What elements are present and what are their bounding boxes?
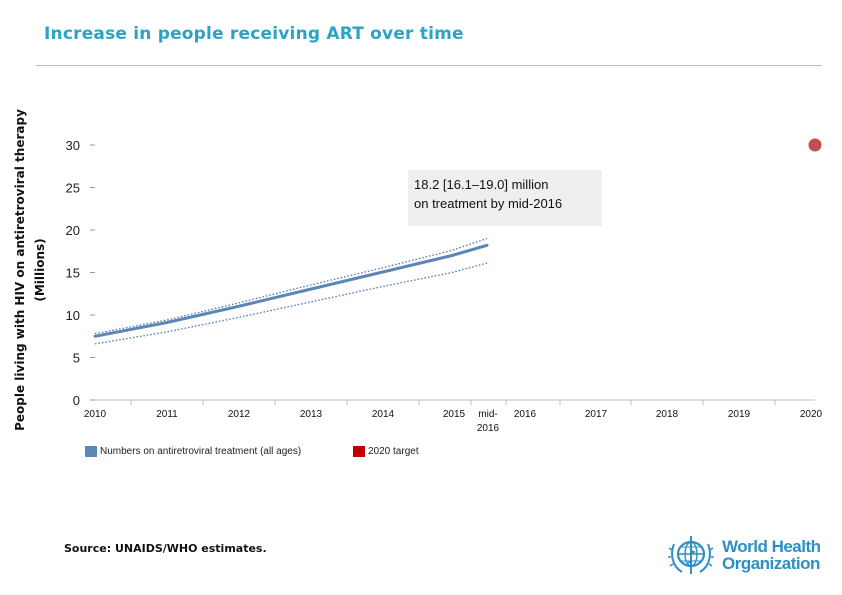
series-line-numbers-on-antiretroviral-treatment-all-ages xyxy=(93,243,489,338)
who-wordmark-line-2: Organization xyxy=(722,554,820,573)
x-tick-label-2019: 2019 xyxy=(728,409,751,420)
y-tick-label-30: 30 xyxy=(66,138,80,153)
x-tick-label-2015: 2015 xyxy=(443,409,466,420)
x-tick-label-2010: 2010 xyxy=(84,409,107,420)
x-tick-label-2013: 2013 xyxy=(300,409,323,420)
y-tick-label-20: 20 xyxy=(66,223,80,238)
x-tick-label-mid-2016: mid-2016 xyxy=(477,409,500,434)
legend-swatch-art xyxy=(85,446,97,457)
who-emblem-icon xyxy=(668,536,714,574)
chart-axes: 0 5 10 15 20 25 30 2010 2011 2012 2013 2014 2015 mid-… xyxy=(66,138,823,434)
x-tick-label-2016: 2016 xyxy=(514,409,537,420)
legend-swatch-target xyxy=(353,446,365,457)
who-wordmark-line-1: World Health xyxy=(722,537,821,556)
y-tick-label-0: 0 xyxy=(73,393,80,408)
legend-label-target: 2020 target xyxy=(368,446,419,457)
legend-item-target: 2020 target xyxy=(353,446,419,457)
annotation-background xyxy=(408,170,602,226)
legend-item-art: Numbers on antiretroviral treatment (all… xyxy=(85,446,301,457)
series-line-lower-bound xyxy=(94,262,488,345)
x-tick-label-2020: 2020 xyxy=(800,409,823,420)
y-tick-label-5: 5 xyxy=(73,351,80,366)
annotation-line-1: 18.2 [16.1–19.0] million xyxy=(414,177,548,192)
legend-label-art: Numbers on antiretroviral treatment (all… xyxy=(100,446,302,457)
y-tick-label-15: 15 xyxy=(66,266,80,281)
x-tick-label-2014: 2014 xyxy=(372,409,395,420)
source-note: Source: UNAIDS/WHO estimates. xyxy=(64,542,267,555)
who-wordmark: World Health Organization xyxy=(722,538,821,572)
y-tick-label-25: 25 xyxy=(66,181,80,196)
point-2020-target xyxy=(808,138,822,152)
page-title: Increase in people receiving ART over ti… xyxy=(44,24,464,44)
annotation-box: 18.2 [16.1–19.0] million on treatment by… xyxy=(408,170,602,226)
who-logo: World Health Organization xyxy=(666,532,821,578)
x-tick-label-2017: 2017 xyxy=(585,409,608,420)
x-tick-label-2018: 2018 xyxy=(656,409,679,420)
y-tick-label-10: 10 xyxy=(66,308,80,323)
series-line-upper-bound xyxy=(94,237,488,335)
chart-series xyxy=(93,138,822,345)
title-divider xyxy=(36,65,822,66)
annotation-line-2: on treatment by mid-2016 xyxy=(414,196,562,211)
x-tick-label-2012: 2012 xyxy=(228,409,251,420)
x-tick-label-2011: 2011 xyxy=(156,409,178,420)
